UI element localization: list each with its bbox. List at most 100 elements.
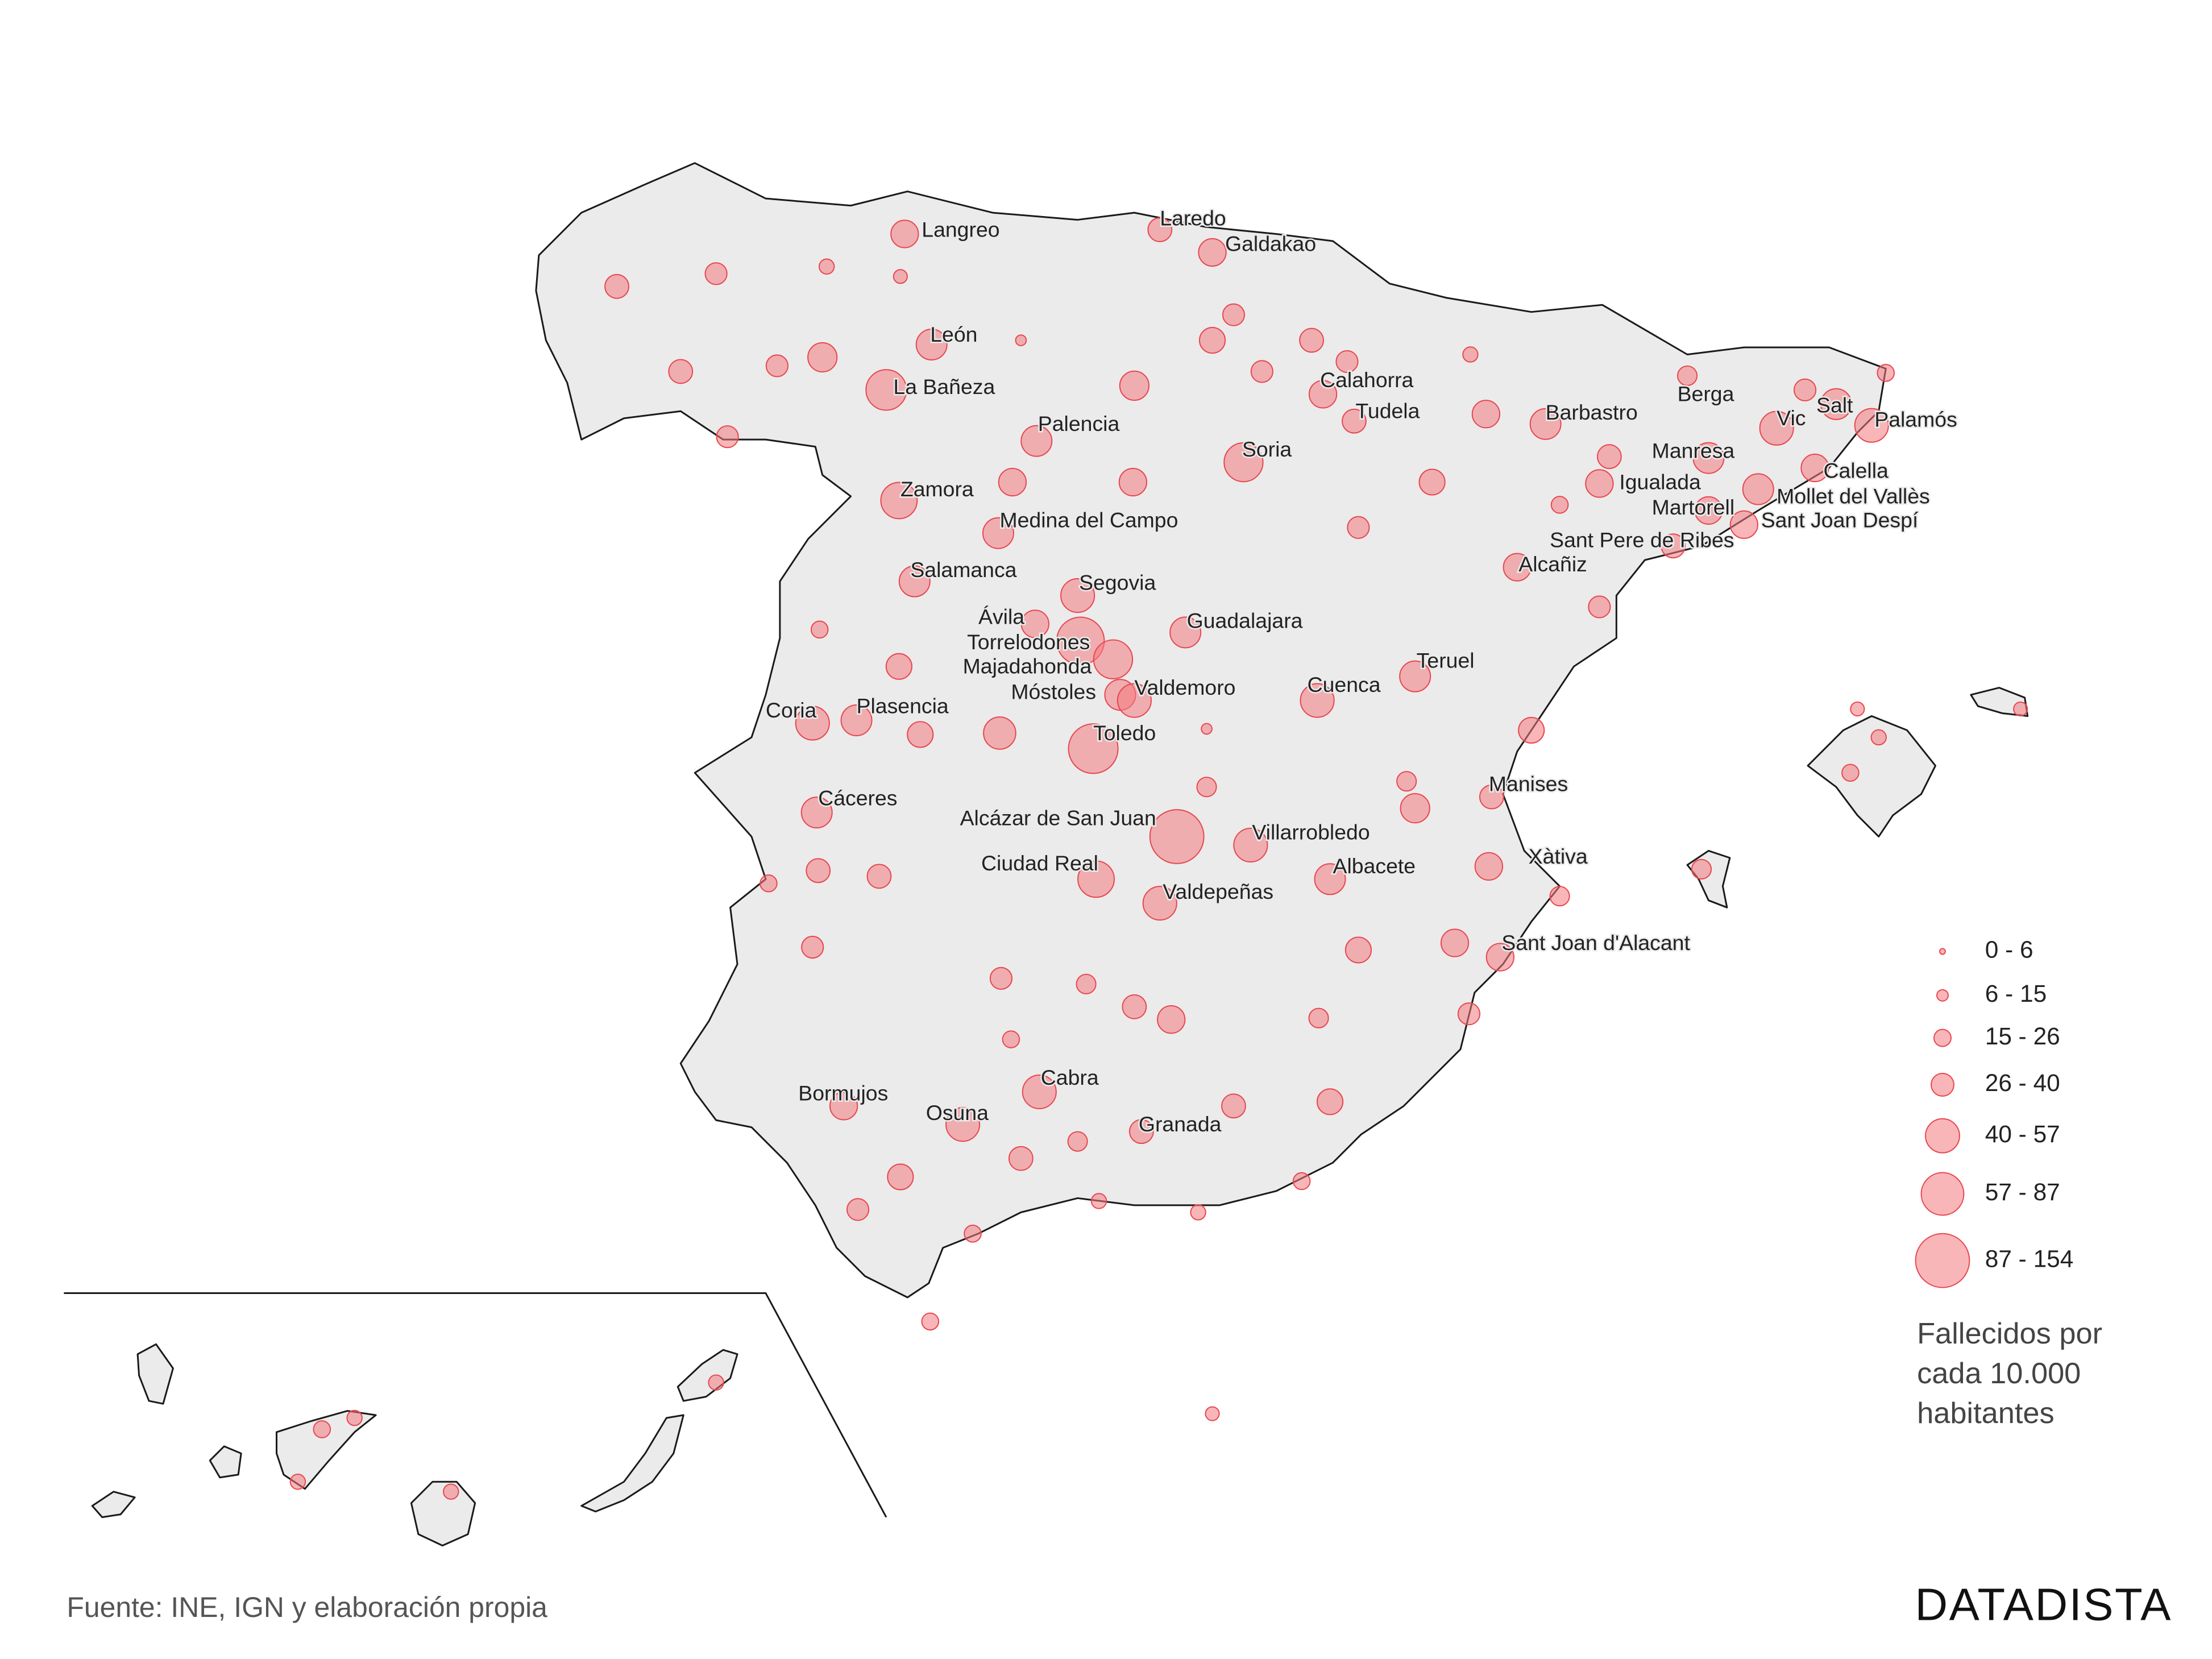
bubble — [1457, 1002, 1481, 1026]
bubble — [1250, 360, 1273, 383]
bubble — [604, 273, 629, 299]
bubble — [1314, 863, 1346, 895]
bubble — [1850, 701, 1865, 717]
bubble — [898, 565, 931, 598]
bubble — [1221, 1093, 1246, 1119]
bubble — [795, 706, 830, 741]
bubble — [893, 269, 908, 284]
bubble — [964, 1225, 982, 1243]
bubble — [1503, 553, 1532, 582]
bubble — [1440, 928, 1470, 957]
bubble — [885, 653, 912, 680]
bubble — [818, 258, 835, 275]
bubble — [1471, 400, 1501, 429]
city-label: Bormujos — [798, 1081, 888, 1105]
bubble — [1201, 723, 1213, 735]
bubble — [866, 864, 892, 889]
city-label: Guadalajara — [1187, 609, 1303, 633]
bubble — [1529, 408, 1562, 440]
bubble — [668, 359, 694, 384]
city-label: Majadahonda — [963, 654, 1092, 678]
bubble — [1820, 388, 1852, 420]
bubble — [443, 1483, 459, 1500]
legend-swatch — [1920, 1172, 1965, 1216]
bubble — [887, 1163, 914, 1191]
bubble — [1002, 1030, 1020, 1048]
bubble — [1841, 764, 1860, 782]
bubble — [1068, 723, 1119, 774]
bubble — [1742, 473, 1774, 505]
bubble — [1022, 1074, 1057, 1109]
city-label: La Bañeza — [893, 375, 995, 399]
legend-swatch — [1939, 948, 1946, 955]
bubble — [945, 1107, 981, 1142]
bubble — [1462, 346, 1479, 363]
bubble — [1661, 533, 1686, 559]
bubble — [1691, 858, 1712, 880]
bubble — [1399, 660, 1431, 692]
legend-swatch — [1915, 1233, 1970, 1288]
bubble — [1877, 364, 1895, 382]
city-label: Granada — [1139, 1112, 1222, 1136]
city-label: Laredo — [1160, 206, 1226, 230]
city-label: Valdemoro — [1134, 675, 1235, 699]
mallorca — [1807, 715, 1936, 837]
bubble — [760, 874, 778, 893]
city-label: Ávila — [978, 604, 1024, 628]
bubble — [1233, 827, 1268, 863]
city-label: Plasencia — [857, 694, 949, 717]
bubble — [1550, 496, 1569, 514]
bubble — [840, 704, 873, 736]
bubble — [807, 342, 838, 373]
bubble — [983, 716, 1016, 750]
bubble — [865, 369, 907, 411]
legend-label: 87 - 154 — [1985, 1245, 2074, 1272]
bubble — [880, 482, 918, 520]
city-label: Sant Joan Despí — [1761, 508, 1919, 532]
bubble — [846, 1198, 870, 1221]
bubble — [2013, 701, 2028, 717]
bubble — [1418, 468, 1446, 496]
city-label: Calahorra — [1320, 368, 1413, 392]
city-label: Teruel — [1417, 649, 1475, 673]
bubble — [1588, 595, 1611, 619]
city-label: Manises — [1489, 772, 1568, 796]
bubble — [1396, 771, 1417, 792]
city-label: Alcañiz — [1518, 552, 1587, 576]
bubble — [1020, 609, 1049, 638]
bubble — [1585, 469, 1614, 498]
bubble — [801, 935, 824, 959]
bubble — [982, 517, 1014, 549]
bubbles — [289, 217, 2028, 1500]
bubble — [1308, 380, 1338, 409]
legend-title: Fallecidos por — [1917, 1317, 2102, 1350]
city-label: Alcázar de San Juan — [960, 806, 1156, 830]
bubble — [1316, 1088, 1344, 1115]
city-label: Móstoles — [1011, 679, 1096, 703]
legend-label: 26 - 40 — [1985, 1069, 2060, 1096]
bubble — [907, 721, 934, 748]
city-label: Cuenca — [1308, 673, 1381, 696]
bubble — [1198, 238, 1227, 267]
bubble — [1308, 1007, 1329, 1028]
legend-label: 57 - 87 — [1985, 1179, 2060, 1205]
inset-frame — [64, 1292, 887, 1518]
bubble — [1694, 496, 1723, 525]
city-label: Valdepeñas — [1163, 880, 1273, 903]
bubble — [1198, 326, 1226, 354]
bubble — [1292, 1172, 1311, 1191]
city-label: Berga — [1678, 382, 1734, 406]
city-label: Osuna — [926, 1101, 989, 1125]
bubble — [1015, 334, 1027, 346]
bubble — [1800, 453, 1829, 483]
bubble — [915, 329, 948, 361]
legend-label: 15 - 26 — [1985, 1023, 2060, 1050]
legend-title: cada 10.000 — [1917, 1357, 2081, 1390]
legend-title: habitantes — [1917, 1397, 2055, 1430]
la-gomera — [209, 1445, 242, 1479]
bubble — [890, 219, 919, 248]
city-label: Manresa — [1652, 438, 1735, 462]
bubble — [1485, 943, 1514, 972]
